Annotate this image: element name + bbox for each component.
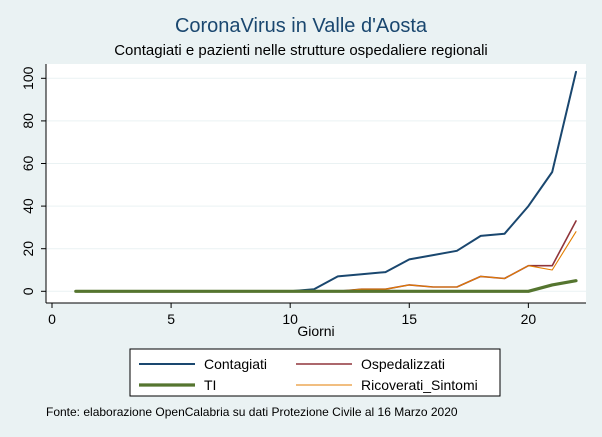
legend-label-ospedalizzati: Ospedalizzati: [361, 356, 445, 372]
y-tick-label: 80: [20, 113, 36, 129]
legend-label-ricoverati-sintomi: Ricoverati_Sintomi: [361, 377, 478, 393]
x-tick-label: 10: [282, 311, 298, 327]
x-tick-label: 20: [521, 311, 537, 327]
y-tick-label: 0: [20, 287, 36, 295]
y-tick-label: 40: [20, 198, 36, 214]
legend-label-ti: TI: [204, 377, 216, 393]
legend-label-contagiati: Contagiati: [204, 356, 267, 372]
chart-title: CoronaVirus in Valle d'Aosta: [175, 15, 428, 37]
x-tick-label: 15: [401, 311, 417, 327]
source-note: Fonte: elaborazione OpenCalabria su dati…: [46, 405, 458, 419]
x-axis-label: Giorni: [297, 323, 334, 339]
legend: [129, 348, 501, 397]
series-line-ti: [74, 279, 578, 293]
y-tick-label: 60: [20, 156, 36, 172]
y-tick-label: 100: [20, 66, 36, 90]
x-tick-label: 0: [48, 311, 56, 327]
x-tick-label: 5: [167, 311, 175, 327]
y-tick-label: 20: [20, 241, 36, 257]
plot-area: [46, 64, 586, 303]
chart-subtitle: Contagiati e pazienti nelle strutture os…: [114, 42, 488, 59]
